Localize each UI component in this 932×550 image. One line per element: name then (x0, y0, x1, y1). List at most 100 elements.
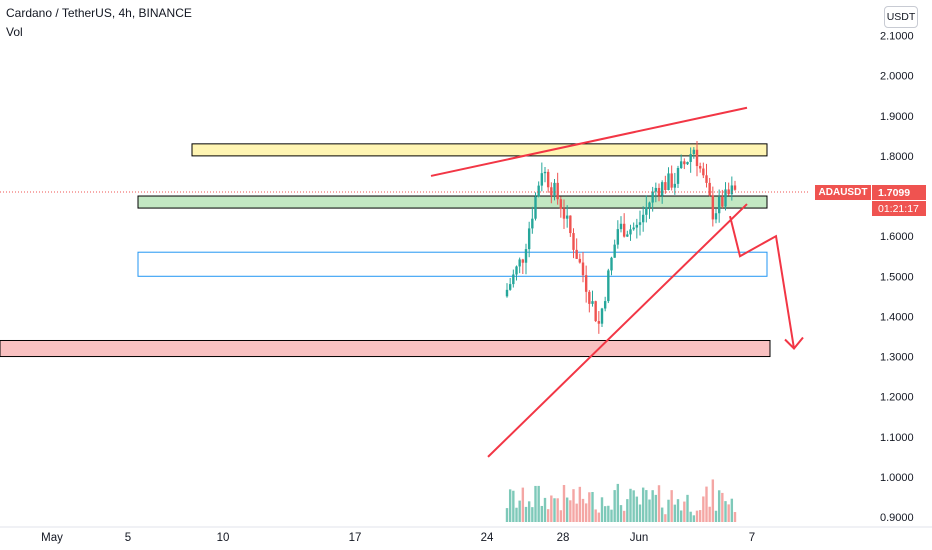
candle-body (648, 202, 651, 208)
candle-body (679, 161, 683, 168)
price-tick-label: 1.3000 (880, 352, 914, 364)
volume-bar (648, 499, 651, 522)
zone-yellow[interactable] (191, 143, 768, 157)
candle-body (540, 173, 544, 186)
volume-bar (730, 498, 734, 522)
volume-bar (721, 492, 724, 522)
time-axis[interactable]: May 5 10 17 24 28 Jun 7 (41, 532, 755, 544)
volume-bar (562, 484, 566, 522)
time-tick-label: 10 (217, 532, 230, 544)
candle-body (660, 182, 664, 196)
horizontal-zones[interactable] (0, 143, 771, 358)
zone-blue[interactable] (137, 251, 768, 277)
candle-body (730, 185, 734, 195)
time-tick-label: 5 (125, 532, 131, 544)
price-candles (505, 141, 737, 334)
candle-body (588, 291, 591, 304)
volume-bar (626, 499, 629, 522)
candle-body (686, 161, 689, 165)
candle-body (721, 196, 724, 207)
price-axis[interactable]: 2.10002.00001.90001.80001.70001.60001.50… (880, 31, 914, 525)
candle-body (683, 161, 686, 165)
trend-drawings[interactable] (430, 106, 804, 458)
last-price-tag: 1.7099 (872, 185, 926, 200)
trendline[interactable] (430, 106, 748, 177)
volume-bar (638, 504, 642, 522)
candle-body (622, 223, 626, 237)
volume-bar (686, 494, 689, 522)
candle-body (632, 227, 635, 230)
candle-body (667, 173, 670, 190)
candle-body (515, 266, 518, 275)
price-tick-label: 1.9000 (880, 111, 914, 123)
volume-bar (622, 510, 626, 522)
volume-bar (667, 499, 670, 522)
volume-legend-label: Vol (6, 25, 23, 39)
symbol-price-tag: ADAUSDT (815, 185, 871, 200)
price-tick-label: 1.2000 (880, 392, 914, 404)
volume-bar (727, 504, 730, 522)
volume-bar (705, 486, 708, 522)
candle-body (531, 218, 534, 229)
volume-bar (670, 490, 673, 522)
volume-bar (594, 509, 597, 522)
currency-selector[interactable]: USDT (884, 6, 918, 28)
candle-body (603, 301, 607, 309)
volume-bar (654, 494, 658, 522)
candle-body (591, 301, 594, 304)
candle-body (654, 187, 658, 192)
candle-body (537, 185, 540, 197)
volume-bar (651, 490, 654, 522)
candle-body (676, 167, 680, 184)
candle-body (616, 229, 620, 245)
volume-bar (534, 485, 537, 522)
volume-bar (527, 501, 531, 522)
candle-body (619, 223, 623, 230)
volume-bar (559, 510, 563, 522)
volume-bar (683, 501, 686, 522)
zone-green[interactable] (137, 195, 768, 209)
volume-bar (657, 485, 661, 522)
volume-bar (588, 492, 591, 522)
trendline[interactable] (487, 203, 748, 458)
volume-bar (733, 512, 737, 522)
volume-bar (664, 514, 667, 522)
volume-bar (546, 509, 550, 522)
price-tick-label: 2.0000 (880, 71, 914, 83)
volume-bar (572, 489, 575, 522)
volume-bar (569, 500, 572, 522)
volume-bar (518, 500, 521, 522)
candle-body (575, 249, 578, 259)
price-tick-label: 1.1000 (880, 432, 914, 444)
volume-bar (724, 501, 727, 522)
candle-body (556, 182, 559, 200)
candle-body (641, 214, 645, 223)
volume-bar (689, 511, 692, 522)
volume-bar (717, 490, 721, 522)
volume-bar (597, 512, 601, 522)
volume-bar (565, 497, 569, 522)
candle-body (534, 196, 537, 219)
volume-bar (540, 505, 544, 522)
candle-body (664, 182, 667, 190)
candle-body (651, 191, 654, 203)
candle-body (698, 166, 702, 169)
symbol-title[interactable]: Cardano / TetherUS, 4h, BINANCE (6, 6, 192, 20)
candle-body (584, 275, 588, 292)
volume-bar (591, 491, 594, 522)
volume-bar (660, 507, 664, 522)
candle-body (613, 244, 616, 258)
volume-bar (521, 487, 525, 522)
projection-arrowhead (784, 336, 804, 351)
price-tick-label: 1.6000 (880, 231, 914, 243)
price-tick-label: 1.5000 (880, 271, 914, 283)
candle-body (610, 257, 613, 271)
candle-body (635, 224, 639, 228)
volume-bar (695, 510, 699, 522)
zone-red[interactable] (0, 339, 771, 358)
price-tick-label: 1.4000 (880, 311, 914, 323)
projection-path[interactable] (729, 215, 795, 349)
candle-body (733, 185, 737, 190)
candle-body (645, 207, 648, 215)
